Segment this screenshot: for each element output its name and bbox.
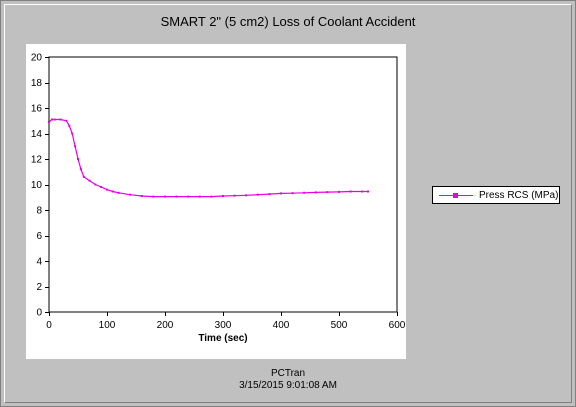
data-point: [303, 191, 306, 194]
x-tick-label: 0: [46, 320, 52, 331]
data-point: [106, 188, 108, 191]
data-point: [222, 195, 224, 197]
data-point: [65, 119, 68, 122]
data-point: [111, 190, 114, 193]
legend-swatch: [439, 193, 473, 198]
y-tick-label: 16: [31, 104, 43, 115]
data-point: [256, 193, 259, 196]
data-point: [361, 190, 364, 193]
x-tick-label: 100: [99, 320, 116, 331]
y-tick-label: 8: [36, 206, 42, 217]
data-point: [94, 183, 97, 186]
data-point: [129, 193, 132, 196]
data-point: [77, 158, 79, 160]
data-point: [198, 195, 201, 198]
data-point: [100, 186, 103, 188]
footer-program: PCTran: [270, 368, 306, 379]
y-tick-label: 2: [36, 282, 42, 293]
x-tick-label: 500: [331, 320, 348, 331]
data-point: [164, 195, 166, 198]
data-point: [50, 118, 53, 121]
data-point: [338, 190, 340, 193]
legend: Press RCS (MPa): [432, 186, 560, 204]
legend-label: Press RCS (MPa): [479, 190, 559, 201]
data-point: [349, 190, 352, 193]
x-tick-label: 300: [215, 320, 232, 331]
data-point: [82, 175, 85, 178]
x-tick-label: 200: [157, 320, 174, 331]
data-point: [210, 195, 213, 198]
footer-timestamp: 3/15/2015 9:01:08 AM: [239, 380, 337, 391]
y-tick-label: 14: [31, 129, 43, 140]
data-point: [268, 193, 271, 196]
label-layer: 0 100 200 300 400 500 600 0 2 4 6 8 10 12 14 16 18 20 Time…: [31, 53, 406, 345]
y-tick-label: 10: [31, 180, 43, 191]
data-point: [74, 145, 77, 148]
data-point: [314, 191, 317, 194]
data-point: [140, 195, 143, 197]
data-point: [88, 179, 91, 182]
y-tick-label: 0: [36, 308, 42, 319]
data-point: [117, 191, 120, 194]
data-point: [280, 192, 282, 195]
data-point: [326, 191, 329, 194]
data-point: [291, 192, 294, 195]
x-axis-label: Time (sec): [198, 333, 247, 344]
data-point: [59, 118, 62, 121]
y-tick-label: 20: [31, 53, 43, 64]
data-point: [152, 195, 155, 198]
y-tick-label: 12: [31, 155, 43, 166]
data-point: [175, 195, 178, 198]
x-tick-label: 600: [389, 320, 406, 331]
data-point: [68, 124, 71, 127]
data-point: [53, 118, 56, 121]
chart-title: SMART 2" (5 cm2) Loss of Coolant Acciden…: [160, 14, 416, 29]
data-point: [79, 168, 82, 171]
chart-window-bevel: [4, 4, 572, 403]
data-point: [245, 194, 248, 197]
data-point: [367, 190, 369, 193]
x-tick-label: 400: [273, 320, 290, 331]
series-layer: [48, 118, 369, 198]
data-point: [48, 121, 50, 123]
y-tick-label: 6: [36, 231, 42, 242]
y-tick-label: 18: [31, 78, 43, 89]
plot-area: [48, 56, 398, 313]
data-point: [233, 194, 236, 197]
y-tick-label: 4: [36, 257, 42, 268]
data-point: [71, 132, 74, 135]
data-point: [187, 195, 190, 198]
axis-layer: [45, 56, 398, 316]
